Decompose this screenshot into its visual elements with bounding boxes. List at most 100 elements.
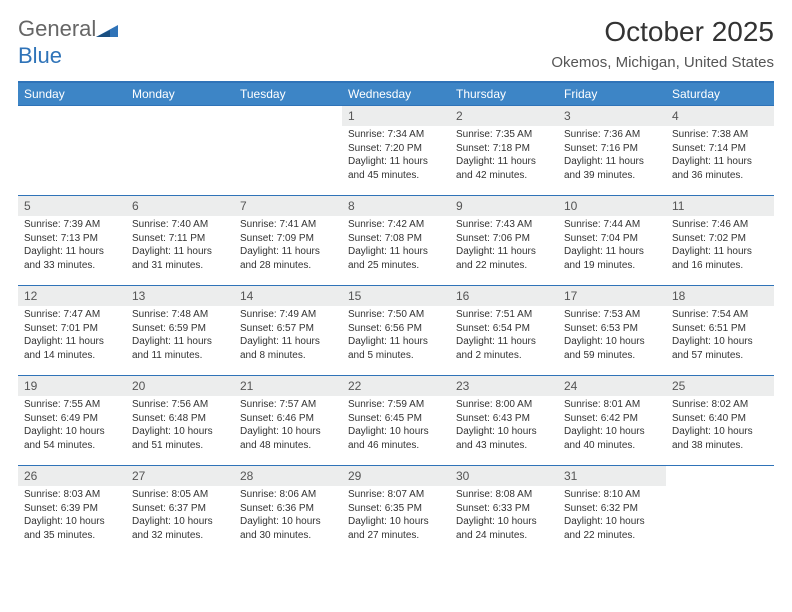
day-cell: 5Sunrise: 7:39 AMSunset: 7:13 PMDaylight…	[18, 196, 126, 286]
day-cell: 18Sunrise: 7:54 AMSunset: 6:51 PMDayligh…	[666, 286, 774, 376]
day-details: Sunrise: 8:10 AMSunset: 6:32 PMDaylight:…	[558, 486, 666, 546]
weekday-header: Monday	[126, 82, 234, 106]
day-cell: 26Sunrise: 8:03 AMSunset: 6:39 PMDayligh…	[18, 466, 126, 556]
day-number: 25	[666, 376, 774, 396]
day-number: 31	[558, 466, 666, 486]
day-details: Sunrise: 7:41 AMSunset: 7:09 PMDaylight:…	[234, 216, 342, 276]
weekday-header: Wednesday	[342, 82, 450, 106]
day-number: 7	[234, 196, 342, 216]
day-number: 8	[342, 196, 450, 216]
weekday-header: Thursday	[450, 82, 558, 106]
title-block: October 2025 Okemos, Michigan, United St…	[551, 16, 774, 71]
day-details: Sunrise: 7:54 AMSunset: 6:51 PMDaylight:…	[666, 306, 774, 366]
day-cell: 11Sunrise: 7:46 AMSunset: 7:02 PMDayligh…	[666, 196, 774, 286]
day-number: 2	[450, 106, 558, 126]
logo-line2: Blue	[18, 43, 62, 68]
day-cell: 7Sunrise: 7:41 AMSunset: 7:09 PMDaylight…	[234, 196, 342, 286]
day-details: Sunrise: 8:01 AMSunset: 6:42 PMDaylight:…	[558, 396, 666, 456]
calendar-row: 12Sunrise: 7:47 AMSunset: 7:01 PMDayligh…	[18, 286, 774, 376]
weekday-header: Tuesday	[234, 82, 342, 106]
day-details: Sunrise: 7:55 AMSunset: 6:49 PMDaylight:…	[18, 396, 126, 456]
day-details: Sunrise: 7:51 AMSunset: 6:54 PMDaylight:…	[450, 306, 558, 366]
day-cell: 1Sunrise: 7:34 AMSunset: 7:20 PMDaylight…	[342, 106, 450, 196]
header: General Blue October 2025 Okemos, Michig…	[18, 16, 774, 71]
day-cell: 28Sunrise: 8:06 AMSunset: 6:36 PMDayligh…	[234, 466, 342, 556]
day-cell: 20Sunrise: 7:56 AMSunset: 6:48 PMDayligh…	[126, 376, 234, 466]
day-number: 27	[126, 466, 234, 486]
location: Okemos, Michigan, United States	[551, 54, 774, 71]
day-number: 20	[126, 376, 234, 396]
day-cell: 31Sunrise: 8:10 AMSunset: 6:32 PMDayligh…	[558, 466, 666, 556]
day-cell: 23Sunrise: 8:00 AMSunset: 6:43 PMDayligh…	[450, 376, 558, 466]
day-details: Sunrise: 7:50 AMSunset: 6:56 PMDaylight:…	[342, 306, 450, 366]
day-details: Sunrise: 7:44 AMSunset: 7:04 PMDaylight:…	[558, 216, 666, 276]
day-cell: 9Sunrise: 7:43 AMSunset: 7:06 PMDaylight…	[450, 196, 558, 286]
day-cell: 30Sunrise: 8:08 AMSunset: 6:33 PMDayligh…	[450, 466, 558, 556]
calendar-header-row: SundayMondayTuesdayWednesdayThursdayFrid…	[18, 82, 774, 106]
day-details: Sunrise: 7:48 AMSunset: 6:59 PMDaylight:…	[126, 306, 234, 366]
day-number: 23	[450, 376, 558, 396]
weekday-header: Friday	[558, 82, 666, 106]
day-number: 16	[450, 286, 558, 306]
day-number: 17	[558, 286, 666, 306]
day-details: Sunrise: 8:08 AMSunset: 6:33 PMDaylight:…	[450, 486, 558, 546]
empty-cell	[126, 106, 234, 196]
day-number: 18	[666, 286, 774, 306]
day-number: 29	[342, 466, 450, 486]
day-cell: 19Sunrise: 7:55 AMSunset: 6:49 PMDayligh…	[18, 376, 126, 466]
day-cell: 15Sunrise: 7:50 AMSunset: 6:56 PMDayligh…	[342, 286, 450, 376]
day-details: Sunrise: 7:38 AMSunset: 7:14 PMDaylight:…	[666, 126, 774, 186]
day-details: Sunrise: 7:35 AMSunset: 7:18 PMDaylight:…	[450, 126, 558, 186]
day-number: 21	[234, 376, 342, 396]
day-cell: 6Sunrise: 7:40 AMSunset: 7:11 PMDaylight…	[126, 196, 234, 286]
logo: General Blue	[18, 16, 118, 69]
day-number: 24	[558, 376, 666, 396]
day-cell: 17Sunrise: 7:53 AMSunset: 6:53 PMDayligh…	[558, 286, 666, 376]
day-number: 19	[18, 376, 126, 396]
day-details: Sunrise: 7:36 AMSunset: 7:16 PMDaylight:…	[558, 126, 666, 186]
page: General Blue October 2025 Okemos, Michig…	[0, 0, 792, 572]
empty-cell	[666, 466, 774, 556]
empty-cell	[234, 106, 342, 196]
month-title: October 2025	[551, 16, 774, 48]
day-cell: 29Sunrise: 8:07 AMSunset: 6:35 PMDayligh…	[342, 466, 450, 556]
day-cell: 3Sunrise: 7:36 AMSunset: 7:16 PMDaylight…	[558, 106, 666, 196]
day-cell: 25Sunrise: 8:02 AMSunset: 6:40 PMDayligh…	[666, 376, 774, 466]
day-details: Sunrise: 7:57 AMSunset: 6:46 PMDaylight:…	[234, 396, 342, 456]
day-number: 4	[666, 106, 774, 126]
weekday-header: Sunday	[18, 82, 126, 106]
day-number: 26	[18, 466, 126, 486]
day-details: Sunrise: 8:02 AMSunset: 6:40 PMDaylight:…	[666, 396, 774, 456]
day-number: 3	[558, 106, 666, 126]
day-details: Sunrise: 7:53 AMSunset: 6:53 PMDaylight:…	[558, 306, 666, 366]
day-details: Sunrise: 8:07 AMSunset: 6:35 PMDaylight:…	[342, 486, 450, 546]
calendar-row: 26Sunrise: 8:03 AMSunset: 6:39 PMDayligh…	[18, 466, 774, 556]
day-number: 13	[126, 286, 234, 306]
day-details: Sunrise: 7:49 AMSunset: 6:57 PMDaylight:…	[234, 306, 342, 366]
day-details: Sunrise: 7:34 AMSunset: 7:20 PMDaylight:…	[342, 126, 450, 186]
calendar-body: 1Sunrise: 7:34 AMSunset: 7:20 PMDaylight…	[18, 106, 774, 556]
day-cell: 21Sunrise: 7:57 AMSunset: 6:46 PMDayligh…	[234, 376, 342, 466]
day-number: 5	[18, 196, 126, 216]
day-cell: 16Sunrise: 7:51 AMSunset: 6:54 PMDayligh…	[450, 286, 558, 376]
day-cell: 4Sunrise: 7:38 AMSunset: 7:14 PMDaylight…	[666, 106, 774, 196]
day-cell: 2Sunrise: 7:35 AMSunset: 7:18 PMDaylight…	[450, 106, 558, 196]
day-number: 22	[342, 376, 450, 396]
weekday-header: Saturday	[666, 82, 774, 106]
empty-cell	[18, 106, 126, 196]
day-details: Sunrise: 7:43 AMSunset: 7:06 PMDaylight:…	[450, 216, 558, 276]
day-cell: 27Sunrise: 8:05 AMSunset: 6:37 PMDayligh…	[126, 466, 234, 556]
day-details: Sunrise: 7:39 AMSunset: 7:13 PMDaylight:…	[18, 216, 126, 276]
day-number: 12	[18, 286, 126, 306]
logo-mark-icon	[96, 17, 118, 43]
day-cell: 13Sunrise: 7:48 AMSunset: 6:59 PMDayligh…	[126, 286, 234, 376]
day-number: 1	[342, 106, 450, 126]
day-number: 15	[342, 286, 450, 306]
logo-text: General Blue	[18, 16, 118, 69]
day-details: Sunrise: 8:00 AMSunset: 6:43 PMDaylight:…	[450, 396, 558, 456]
logo-line1: General	[18, 16, 96, 41]
day-details: Sunrise: 8:05 AMSunset: 6:37 PMDaylight:…	[126, 486, 234, 546]
day-details: Sunrise: 8:03 AMSunset: 6:39 PMDaylight:…	[18, 486, 126, 546]
day-details: Sunrise: 7:56 AMSunset: 6:48 PMDaylight:…	[126, 396, 234, 456]
day-details: Sunrise: 7:59 AMSunset: 6:45 PMDaylight:…	[342, 396, 450, 456]
